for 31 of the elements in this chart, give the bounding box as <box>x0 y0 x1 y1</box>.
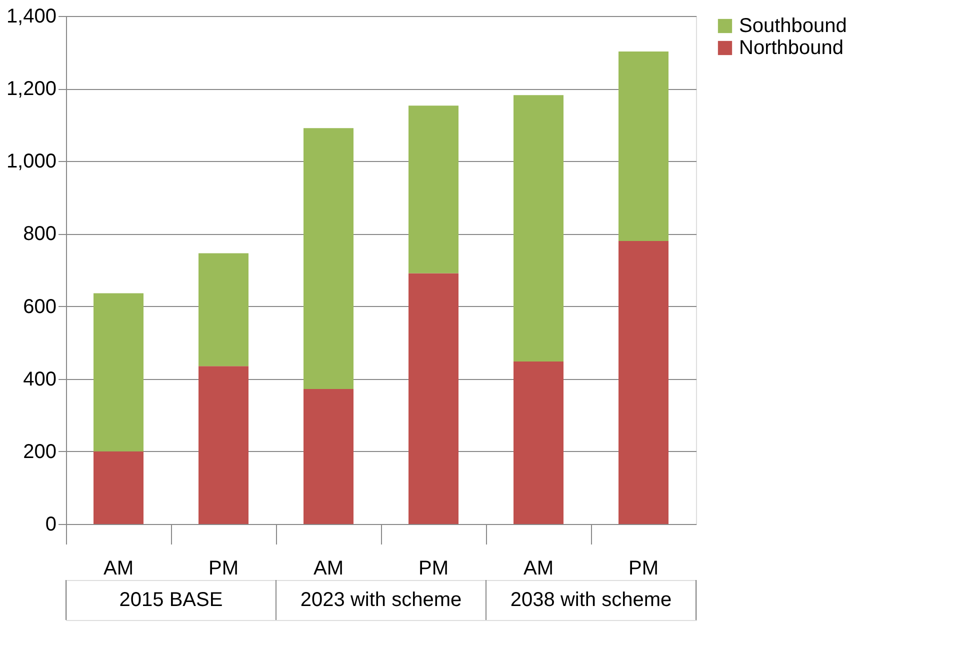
y-tick-label: 1,200 <box>6 78 56 100</box>
y-tick-label: 200 <box>23 440 56 463</box>
legend-label: Southbound <box>739 15 847 37</box>
x-tick-label: PM <box>628 558 658 580</box>
y-tick-label: 1,400 <box>6 6 56 28</box>
bar <box>304 128 354 390</box>
bar <box>198 253 248 366</box>
legend-label: Northbound <box>739 37 844 59</box>
x-tick-label: AM <box>104 558 134 580</box>
bar <box>514 361 564 524</box>
text: 2038 with scheme <box>510 589 672 611</box>
bar <box>198 366 248 524</box>
y-tick-label: 1,000 <box>6 150 56 173</box>
bar <box>618 52 668 241</box>
text: 2023 with scheme <box>300 589 462 611</box>
y-tick-label: 800 <box>23 223 56 246</box>
y-tick-label: 0 <box>45 514 56 536</box>
bar <box>304 389 354 524</box>
bar <box>408 273 458 524</box>
x-tick-label: PM <box>418 558 448 580</box>
x-tick-label: AM <box>524 558 554 580</box>
x-tick-label: PM <box>208 558 238 580</box>
text: 2015 BASE <box>119 589 223 611</box>
bar <box>618 240 668 524</box>
y-tick-label: 600 <box>23 296 56 318</box>
bar <box>94 451 144 524</box>
bar <box>514 95 564 362</box>
bar <box>408 106 458 274</box>
bar <box>94 293 144 452</box>
x-tick-label: AM <box>314 558 344 580</box>
y-tick-label: 400 <box>23 368 56 390</box>
